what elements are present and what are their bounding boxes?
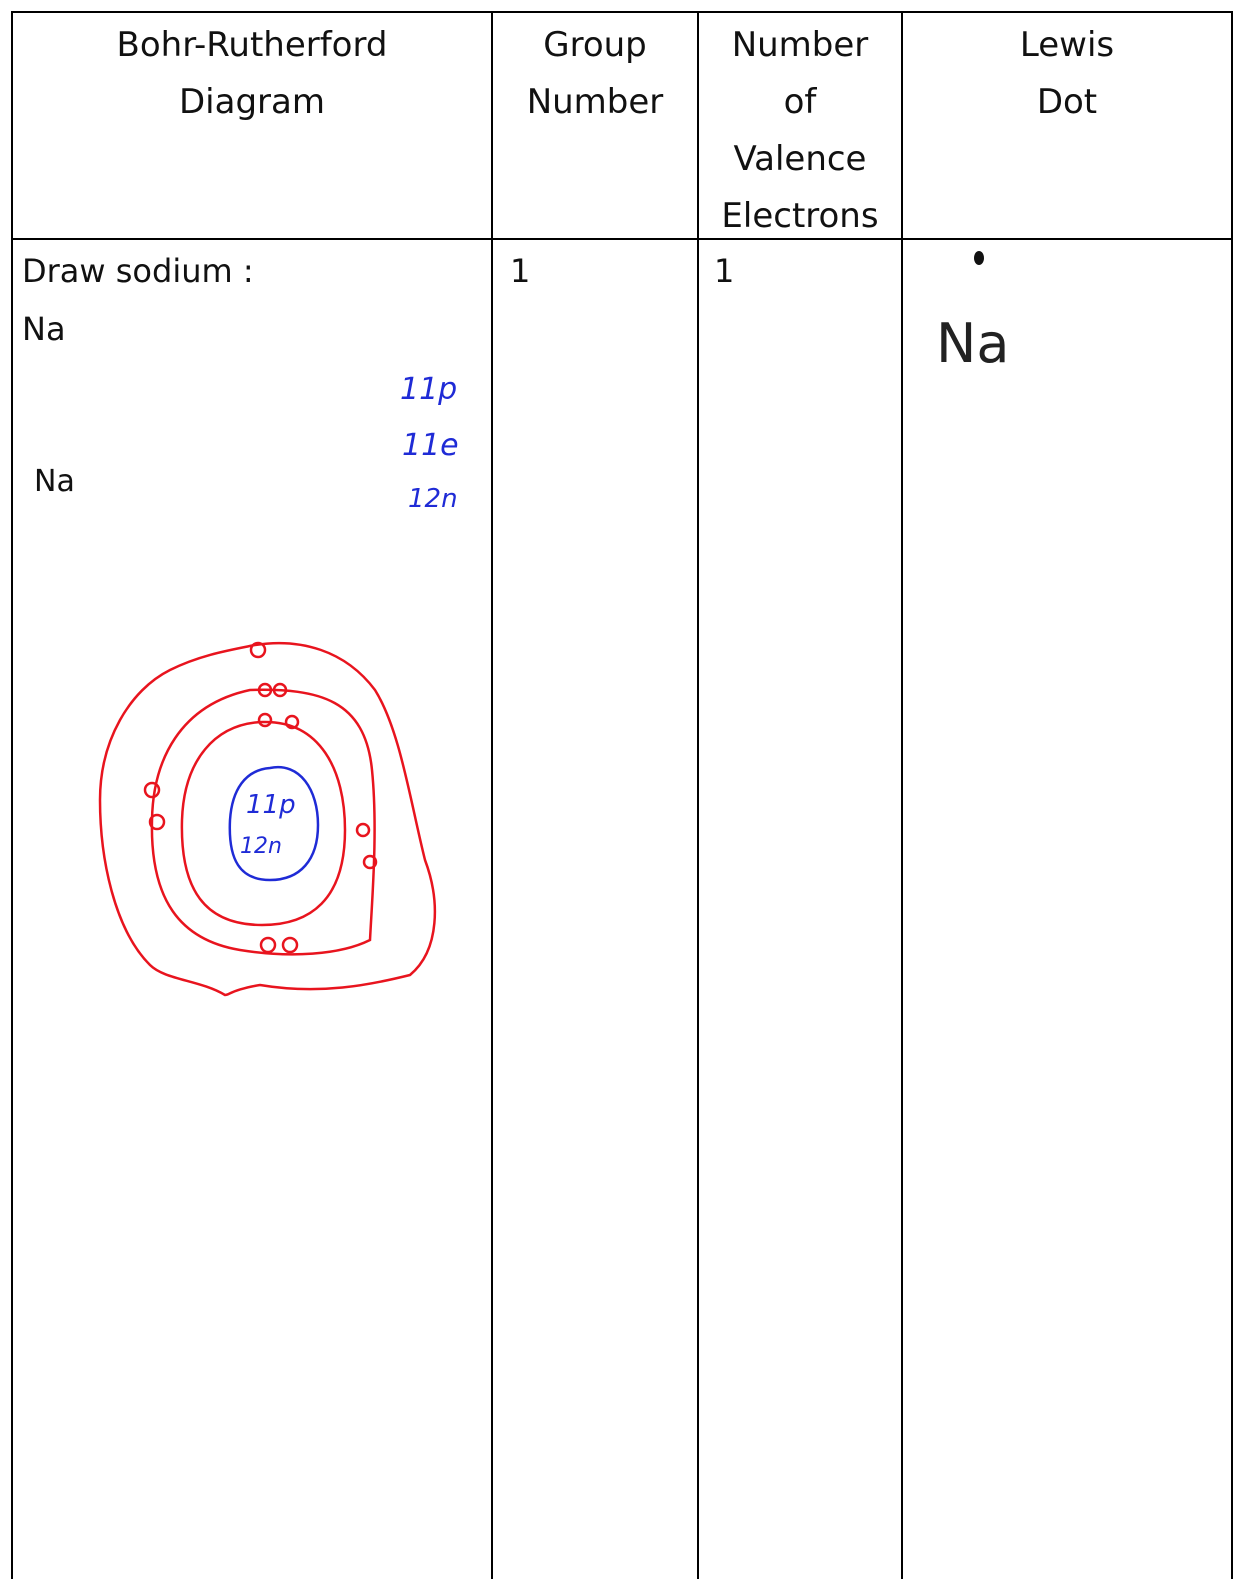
nucleus-label: 11p: [246, 790, 296, 820]
group-number: 1: [510, 252, 531, 290]
handwritten-note: 11p: [400, 372, 458, 407]
nucleus: [228, 765, 320, 882]
electron-shells: [98, 641, 437, 997]
header-text: Group: [543, 25, 647, 65]
header-text: Diagram: [179, 82, 325, 122]
outer-shell: [98, 641, 437, 997]
table-border: [11, 11, 1233, 1579]
header-text: Dot: [1036, 82, 1098, 122]
header-text: Number: [731, 25, 869, 65]
electron: [148, 813, 166, 831]
header-cell: Number of Valence Electrons: [698, 17, 902, 245]
header-text: Number: [526, 82, 664, 122]
middle-shell: [150, 688, 376, 956]
electron: [259, 936, 277, 954]
header-text: of: [783, 82, 817, 122]
header-text: Bohr-Rutherford: [116, 25, 388, 65]
handwritten-note: 12n: [408, 484, 458, 514]
header-cell: Lewis Dot: [902, 17, 1232, 131]
electron: [355, 822, 371, 838]
electrons: [143, 641, 378, 954]
handwritten-note: 11e: [402, 428, 459, 463]
electron: [281, 936, 299, 954]
header-cell: Bohr-Rutherford Diagram: [12, 17, 492, 131]
diagram-label: Na: [34, 464, 75, 499]
prompt-text: Draw sodium :: [22, 252, 254, 290]
header-text: Valence: [733, 139, 867, 179]
nucleus-label: 12n: [240, 834, 282, 859]
electron: [284, 714, 300, 730]
header-cell: Group Number: [492, 17, 698, 131]
valence-count: 1: [714, 252, 735, 290]
header-text: Lewis: [1019, 25, 1115, 65]
electron: [143, 781, 161, 799]
lewis-symbol: Na: [936, 312, 1010, 375]
electron: [362, 854, 378, 870]
inner-shell: [180, 720, 347, 927]
element-symbol: Na: [22, 310, 66, 348]
electron: [257, 712, 273, 728]
electron: [272, 682, 288, 698]
lewis-dot: [974, 251, 984, 265]
electron: [249, 641, 267, 659]
electron: [257, 682, 273, 698]
header-text: Electrons: [721, 196, 879, 236]
